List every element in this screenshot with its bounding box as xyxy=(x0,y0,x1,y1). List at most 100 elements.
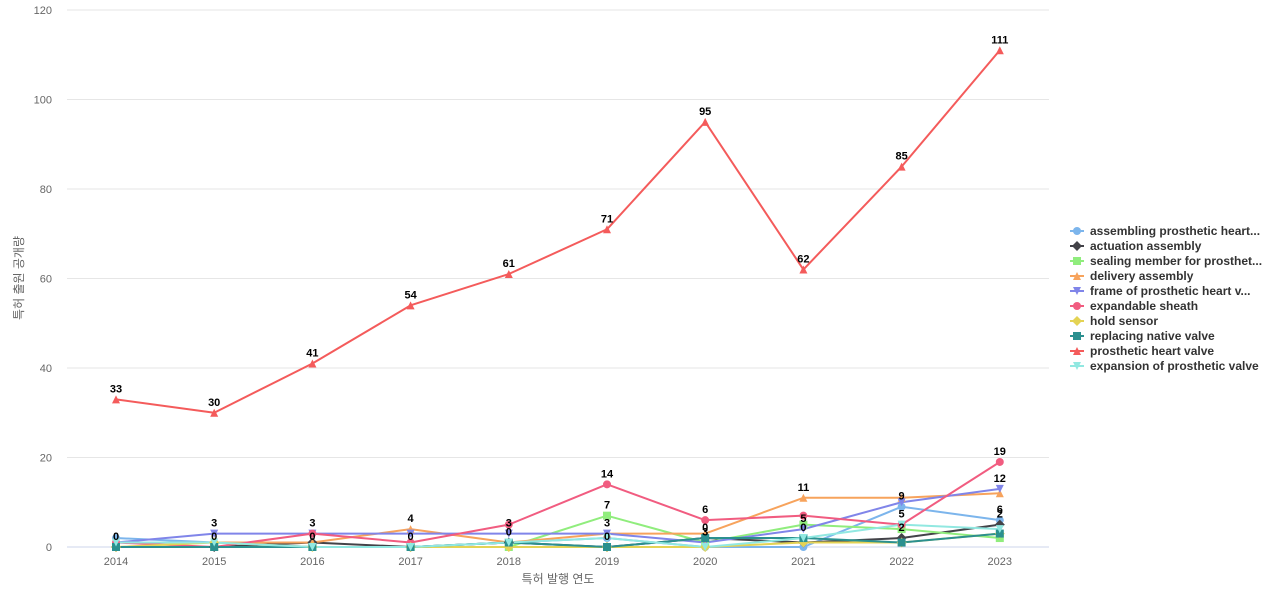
data-point xyxy=(995,529,1004,538)
legend-item[interactable]: prosthetic heart valve xyxy=(1070,344,1214,358)
data-point xyxy=(799,520,808,529)
legend-item[interactable]: hold sensor xyxy=(1070,314,1158,328)
data-point xyxy=(603,225,611,234)
data-label: 3 xyxy=(702,527,708,539)
data-label: 111 xyxy=(991,34,1008,46)
x-axis-title: 특허 발행 연도 xyxy=(522,571,595,586)
legend: assembling prosthetic heart...actuation … xyxy=(1070,224,1262,373)
data-label: 2 xyxy=(997,509,1003,521)
data-label: 7 xyxy=(604,500,610,512)
legend-item[interactable]: actuation assembly xyxy=(1070,239,1202,253)
y-tick-label: 40 xyxy=(40,363,52,375)
data-label: 0 xyxy=(604,531,610,543)
data-label: 12 xyxy=(994,473,1006,485)
legend-item[interactable]: replacing native valve xyxy=(1070,329,1215,343)
legend-marker xyxy=(1073,257,1081,265)
series-line xyxy=(115,461,1001,548)
data-label: 5 xyxy=(899,509,905,521)
data-point xyxy=(897,538,906,547)
x-tick-label: 2019 xyxy=(595,556,619,568)
legend-label: prosthetic heart valve xyxy=(1090,344,1214,358)
legend-label: hold sensor xyxy=(1090,314,1158,328)
legend-item[interactable]: frame of prosthetic heart v... xyxy=(1070,284,1250,298)
y-tick-label: 100 xyxy=(34,95,52,107)
data-point xyxy=(406,529,415,538)
x-tick-label: 2020 xyxy=(693,556,717,568)
series-line xyxy=(116,523,1000,548)
legend-item[interactable]: sealing member for prosthet... xyxy=(1070,254,1262,268)
legend-marker xyxy=(1073,332,1081,340)
data-point xyxy=(995,489,1004,498)
legend-marker xyxy=(1073,302,1081,310)
data-label: 3 xyxy=(211,518,217,530)
data-point xyxy=(603,534,611,543)
legend-label: actuation assembly xyxy=(1090,239,1202,253)
legend-label: frame of prosthetic heart v... xyxy=(1090,284,1250,298)
legend-item[interactable]: expandable sheath xyxy=(1070,299,1198,313)
data-label: 85 xyxy=(895,151,907,163)
data-point xyxy=(995,46,1004,55)
legend-label: replacing native valve xyxy=(1090,329,1215,343)
data-point xyxy=(308,529,317,538)
data-point xyxy=(603,543,611,551)
data-label: 3 xyxy=(309,518,315,530)
data-point xyxy=(603,480,611,489)
series-markers xyxy=(111,46,1005,552)
data-point xyxy=(406,543,415,551)
data-point xyxy=(504,529,513,538)
grid-lines xyxy=(67,9,1049,458)
data-point xyxy=(799,265,808,274)
legend-marker xyxy=(1073,227,1081,235)
series-line xyxy=(116,532,1000,548)
legend-marker xyxy=(1073,287,1081,295)
data-point xyxy=(406,301,415,310)
legend-item[interactable]: assembling prosthetic heart... xyxy=(1070,224,1260,238)
data-label: 0 xyxy=(800,522,806,534)
data-label: 41 xyxy=(306,348,318,360)
data-label: 30 xyxy=(208,397,220,409)
data-point xyxy=(603,529,611,538)
x-tick-label: 2015 xyxy=(202,556,226,568)
data-label: 3 xyxy=(604,518,610,530)
data-label: 0 xyxy=(408,531,414,543)
data-label: 2 xyxy=(899,522,905,534)
y-axis-ticks: 0 20 40 60 80 100 120 xyxy=(34,5,52,554)
data-label: 0 xyxy=(113,531,119,543)
data-label: 5 xyxy=(800,513,806,525)
data-label: 71 xyxy=(601,213,613,225)
x-tick-label: 2016 xyxy=(300,556,324,568)
data-label: 0 xyxy=(309,531,315,543)
y-axis-title: 특허 출원 공개량 xyxy=(12,236,26,320)
data-point xyxy=(701,534,710,543)
data-point xyxy=(995,457,1004,466)
y-tick-label: 0 xyxy=(46,542,52,554)
data-point xyxy=(112,538,120,547)
data-point xyxy=(799,493,808,502)
data-point xyxy=(995,484,1004,493)
data-point xyxy=(701,516,710,525)
series-line xyxy=(116,492,1000,544)
data-point xyxy=(504,538,513,547)
x-tick-label: 2022 xyxy=(889,556,913,568)
data-label: 0 xyxy=(702,522,708,534)
data-point xyxy=(504,270,513,279)
data-point xyxy=(897,498,906,507)
legend-item[interactable]: expansion of prosthetic valve xyxy=(1070,359,1259,373)
data-point xyxy=(995,525,1004,534)
data-label: 19 xyxy=(994,446,1006,458)
data-point xyxy=(799,525,808,534)
series-lines xyxy=(115,49,1001,548)
data-point xyxy=(701,117,710,126)
series-line xyxy=(115,487,1000,544)
data-label: 62 xyxy=(797,254,809,266)
data-label: 14 xyxy=(601,468,614,480)
legend-label: sealing member for prosthet... xyxy=(1090,254,1262,268)
legend-marker xyxy=(1073,362,1081,370)
legend-item[interactable]: delivery assembly xyxy=(1070,269,1194,283)
data-point xyxy=(799,511,808,520)
data-point xyxy=(897,520,906,529)
data-point xyxy=(210,538,219,547)
data-point xyxy=(210,408,219,417)
data-point xyxy=(210,543,219,551)
